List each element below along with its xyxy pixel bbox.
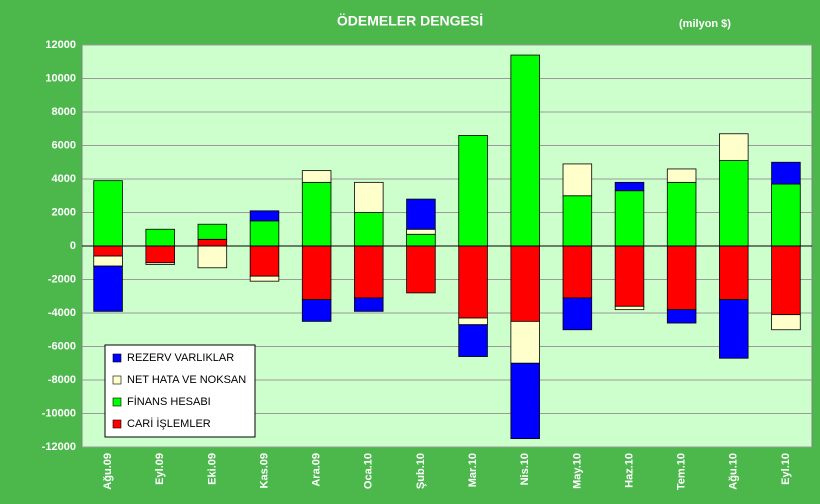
bar-segment xyxy=(354,297,384,312)
bar-segment xyxy=(771,314,801,331)
bar-segment xyxy=(458,135,488,247)
y-tick-label: -6000 xyxy=(48,340,76,352)
x-tick-label: Nis.10 xyxy=(519,453,531,485)
x-tick-label: Ağu.10 xyxy=(728,453,740,490)
bar-segment xyxy=(197,223,228,240)
y-tick-label: -8000 xyxy=(48,374,76,386)
legend-swatch xyxy=(112,375,122,385)
bar-segment xyxy=(406,245,436,294)
x-tick-label: Haz.10 xyxy=(623,453,635,488)
bar-segment xyxy=(666,245,697,311)
bar-segment xyxy=(406,228,436,235)
bar-segment xyxy=(719,160,749,247)
bar-segment xyxy=(771,245,801,316)
bar-segment xyxy=(719,133,749,161)
bar-segment xyxy=(562,297,593,331)
x-tick-label: Tem.10 xyxy=(676,453,688,490)
bar-segment xyxy=(301,170,332,183)
bar-segment xyxy=(458,245,488,319)
bar-segment xyxy=(249,210,280,222)
bar-segment xyxy=(510,54,540,247)
y-tick-label: -2000 xyxy=(48,273,76,285)
x-tick-label: Eki.09 xyxy=(206,453,218,485)
bar-segment xyxy=(666,181,697,247)
bar-segment xyxy=(145,245,175,264)
legend: REZERV VARLIKLAR NET HATA VE NOKSAN FİNANS… xyxy=(104,344,256,438)
bar-segment xyxy=(510,245,540,322)
y-tick-label: 2000 xyxy=(52,206,76,218)
bar-segment xyxy=(562,245,593,299)
chart-subtitle: (milyon $) xyxy=(679,18,731,30)
bar-segment xyxy=(771,161,801,185)
bar-segment xyxy=(93,180,123,247)
y-tick-label: 4000 xyxy=(52,173,76,185)
y-tick-label: 12000 xyxy=(45,39,76,51)
x-tick-label: Oca.10 xyxy=(363,453,375,489)
bar-segment xyxy=(93,255,123,267)
bar-segment xyxy=(614,245,645,307)
bar-segment xyxy=(249,275,280,282)
bar-segment xyxy=(197,245,228,269)
bar-segment xyxy=(614,305,645,311)
legend-label: CARİ İŞLEMLER xyxy=(127,417,211,430)
bar-segment xyxy=(93,245,123,257)
legend-box xyxy=(104,344,256,438)
bar-segment xyxy=(249,245,280,277)
bar-segment xyxy=(562,163,593,197)
bar-segment xyxy=(719,245,749,300)
bar-segment xyxy=(458,324,488,357)
bar-segment xyxy=(719,299,749,359)
y-tick-label: 8000 xyxy=(52,106,76,118)
x-tick-label: May.10 xyxy=(571,453,583,489)
bar-segment xyxy=(666,309,697,324)
bar-segment xyxy=(301,181,332,247)
legend-swatch xyxy=(112,353,122,363)
y-tick-label: -10000 xyxy=(42,407,76,419)
bar-segment xyxy=(197,238,228,247)
bar-segment xyxy=(458,317,488,326)
x-tick-label: Şub.10 xyxy=(415,453,427,489)
x-tick-label: Kas.09 xyxy=(258,453,270,488)
x-tick-label: Eyl.09 xyxy=(154,453,166,485)
legend-label: NET HATA VE NOKSAN xyxy=(127,374,246,386)
legend-swatch xyxy=(112,397,122,407)
x-tick-label: Ağu.09 xyxy=(102,453,114,490)
x-tick-label: Eyl.10 xyxy=(780,453,792,485)
legend-swatch xyxy=(112,419,122,429)
bar-segment xyxy=(301,299,332,322)
bar-segment xyxy=(510,320,540,364)
y-tick-label: 10000 xyxy=(45,72,76,84)
chart-title: ÖDEMELER DENGESİ xyxy=(337,13,483,29)
bar-segment xyxy=(771,183,801,247)
bar-segment xyxy=(354,181,384,213)
bar-segment xyxy=(354,245,384,299)
bar-segment xyxy=(406,233,436,247)
bar-segment xyxy=(354,212,384,247)
bar-segment xyxy=(406,198,436,230)
legend-label: REZERV VARLIKLAR xyxy=(127,352,234,364)
x-tick-label: Ara.09 xyxy=(311,453,323,487)
bar-segment xyxy=(145,262,175,265)
bar-segment xyxy=(249,220,280,247)
bar-segment xyxy=(666,168,697,183)
y-tick-label: 0 xyxy=(70,240,76,252)
x-tick-label: Mar.10 xyxy=(467,453,479,487)
y-tick-label: 6000 xyxy=(52,139,76,151)
bar-segment xyxy=(562,195,593,247)
bar-segment xyxy=(614,181,645,192)
legend-label: FİNANS HESABI xyxy=(127,395,211,408)
bar-segment xyxy=(93,265,123,312)
bar-segment xyxy=(510,362,540,440)
bar-segment xyxy=(145,228,175,247)
y-tick-label: -4000 xyxy=(48,307,76,319)
bar-segment xyxy=(301,245,332,300)
bar-segment xyxy=(614,190,645,247)
y-tick-label: -12000 xyxy=(42,441,76,453)
